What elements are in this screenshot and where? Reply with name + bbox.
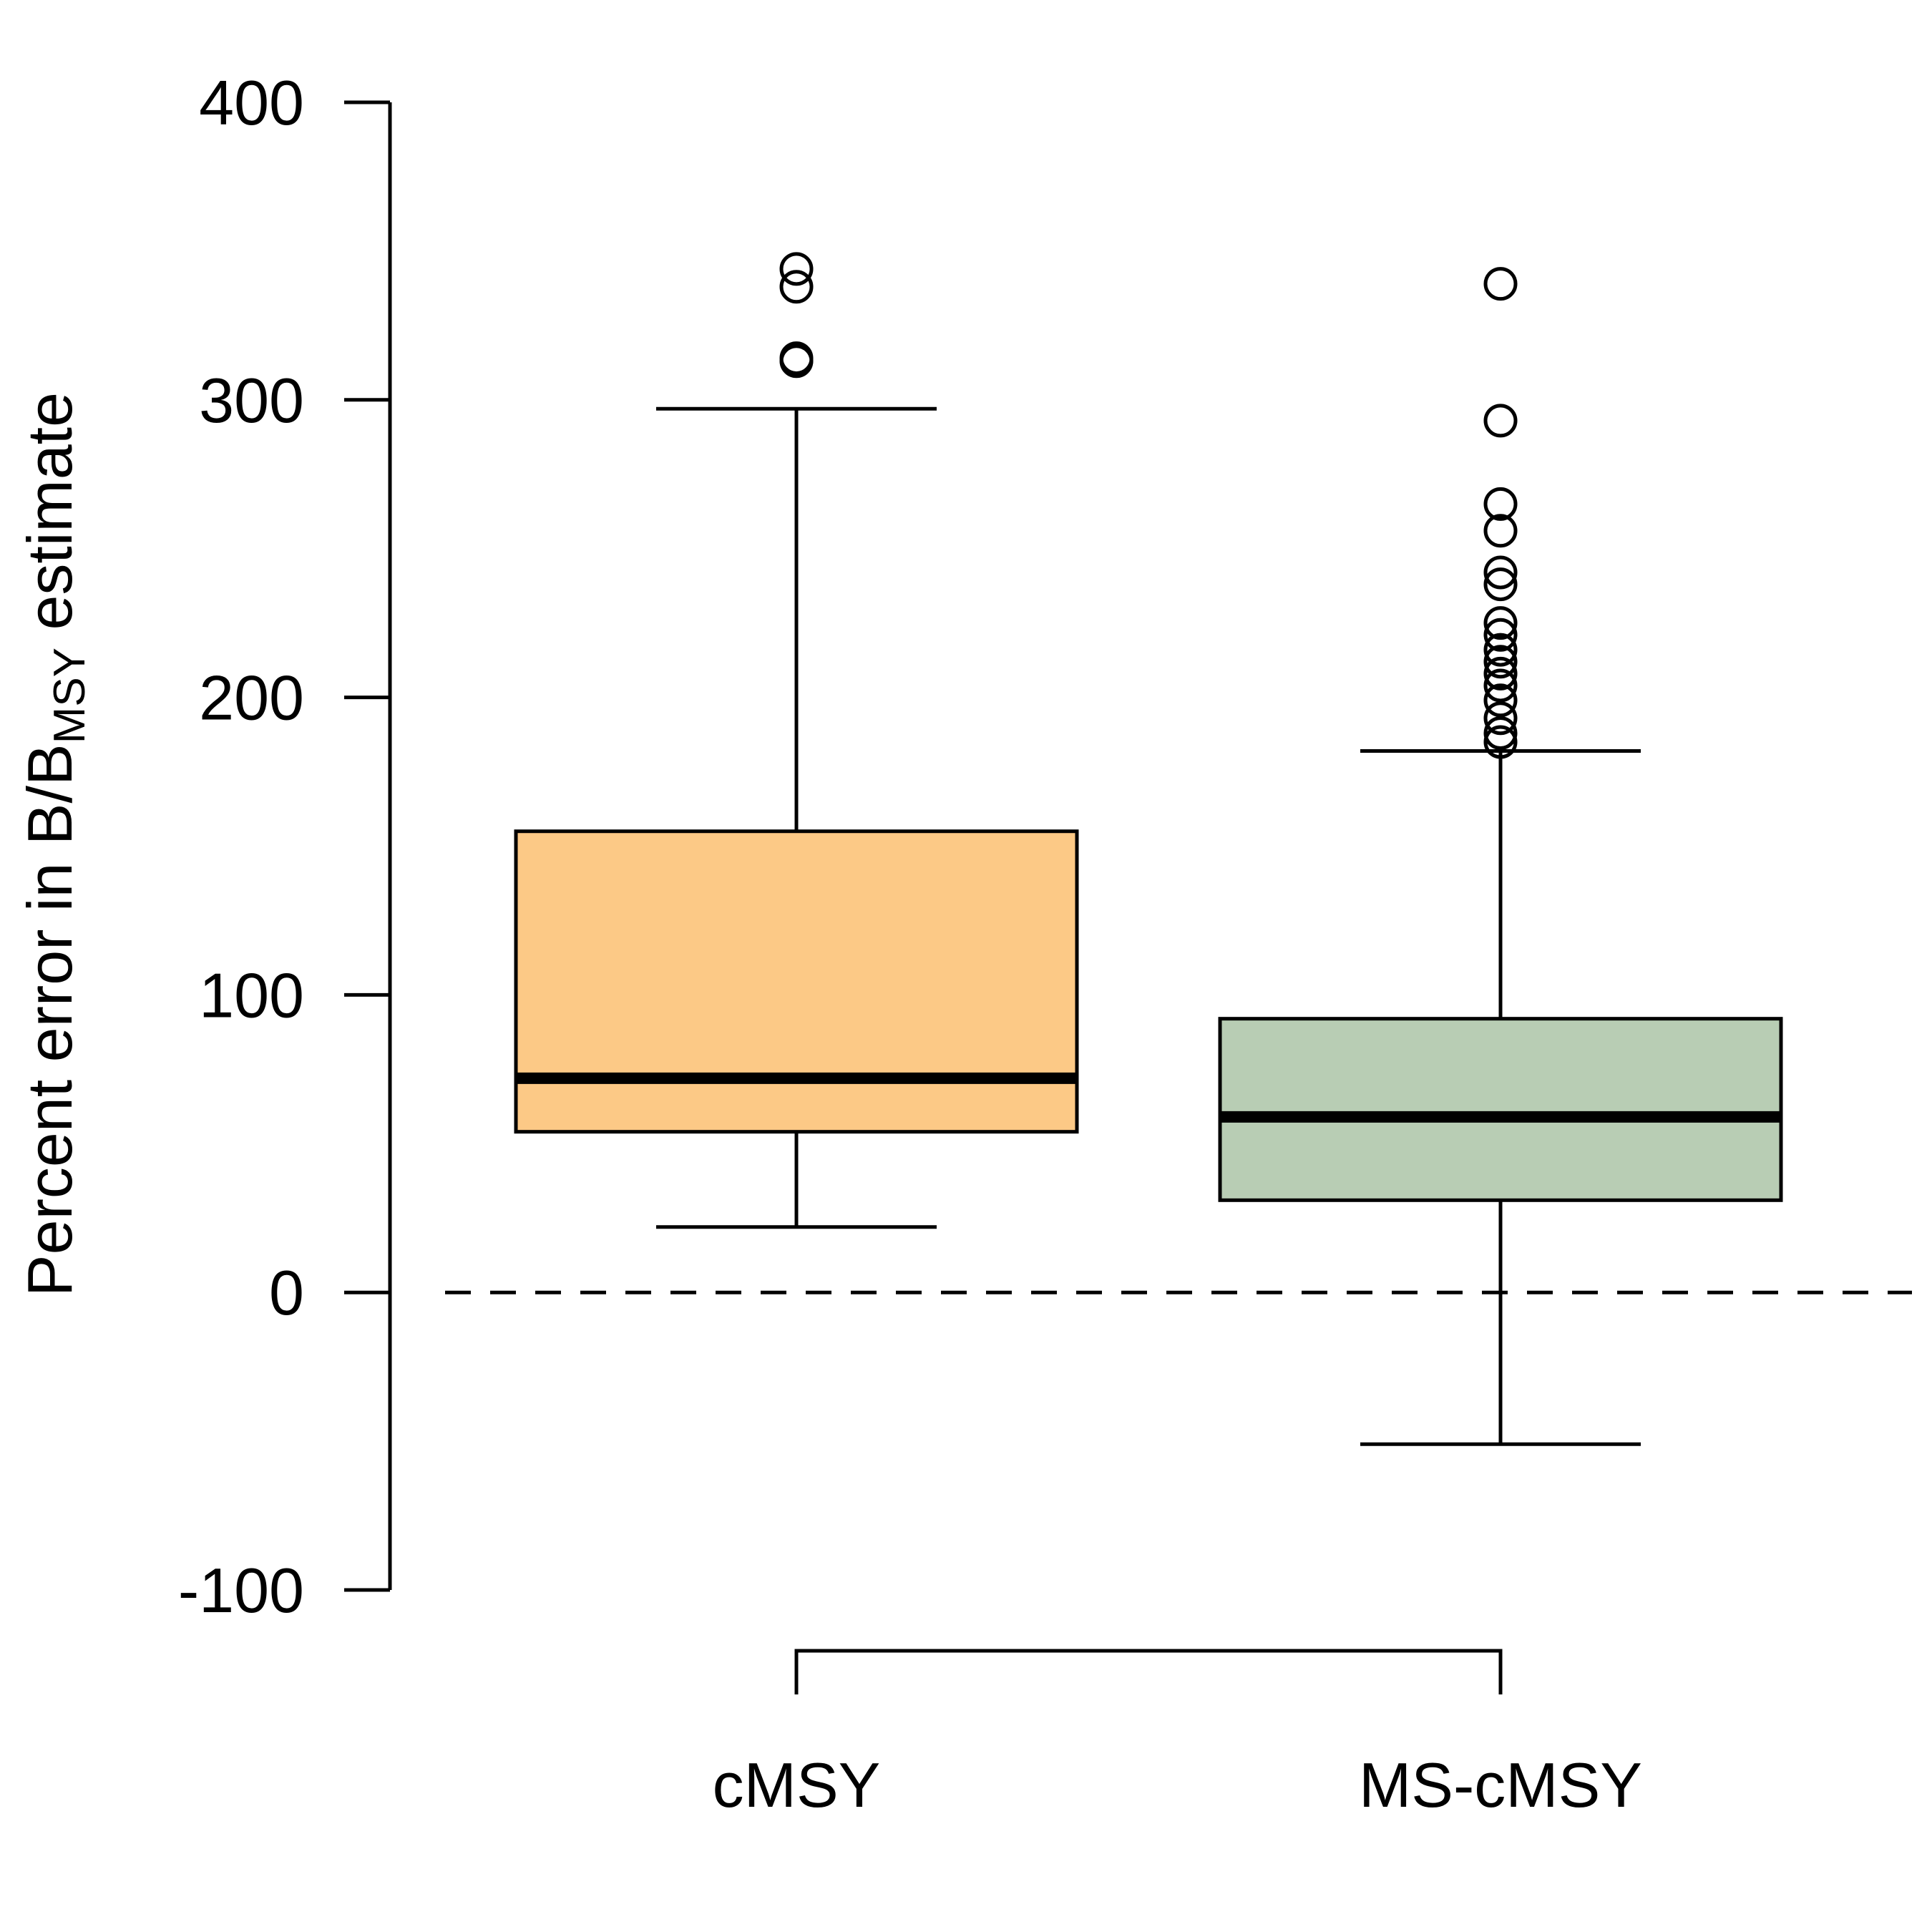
outlier-point xyxy=(1483,633,1518,667)
outlier-point xyxy=(1483,645,1518,679)
outlier-point xyxy=(1483,555,1518,590)
y-tick-label: 300 xyxy=(199,365,304,436)
box-ms-cmsy xyxy=(1218,267,1783,1446)
box-cmsy xyxy=(514,252,1079,1229)
comparison-bracket-group xyxy=(794,1649,1503,1694)
boxes-group xyxy=(514,252,1783,1446)
outlier-point xyxy=(1483,267,1518,301)
y-tick-label: 200 xyxy=(199,663,304,733)
outlier-point xyxy=(1483,656,1518,691)
outlier-point xyxy=(1483,487,1518,521)
outlier-point xyxy=(1483,725,1518,759)
y-tick-label: 0 xyxy=(269,1257,304,1328)
outlier-point xyxy=(1483,514,1518,548)
outlier-point xyxy=(1483,716,1518,750)
outlier-point xyxy=(779,270,814,304)
outlier-point xyxy=(1483,618,1518,652)
outlier-point xyxy=(779,341,814,376)
outlier-point xyxy=(1483,683,1518,718)
comparison-bracket xyxy=(794,1649,1503,1694)
iqr-box xyxy=(1218,1017,1783,1202)
outlier-point xyxy=(1483,606,1518,640)
outlier-point xyxy=(1483,668,1518,703)
y-axis: -100 0 100 200 300 400 xyxy=(178,67,392,1626)
y-tick-label: -100 xyxy=(178,1555,304,1626)
outlier-point xyxy=(779,252,814,286)
outlier-point xyxy=(1483,567,1518,602)
iqr-box xyxy=(514,829,1079,1134)
y-tick-label: 400 xyxy=(199,67,304,138)
x-labels-group: cMSY MS-cMSY xyxy=(713,1750,1642,1820)
y-axis-label: Percent error in B/BMSY estimate xyxy=(14,392,94,1297)
y-tick-label: 100 xyxy=(199,960,304,1030)
outlier-point xyxy=(1483,404,1518,438)
x-category-label: cMSY xyxy=(713,1750,881,1820)
x-category-label: MS-cMSY xyxy=(1359,1750,1642,1820)
outlier-point xyxy=(1483,701,1518,736)
